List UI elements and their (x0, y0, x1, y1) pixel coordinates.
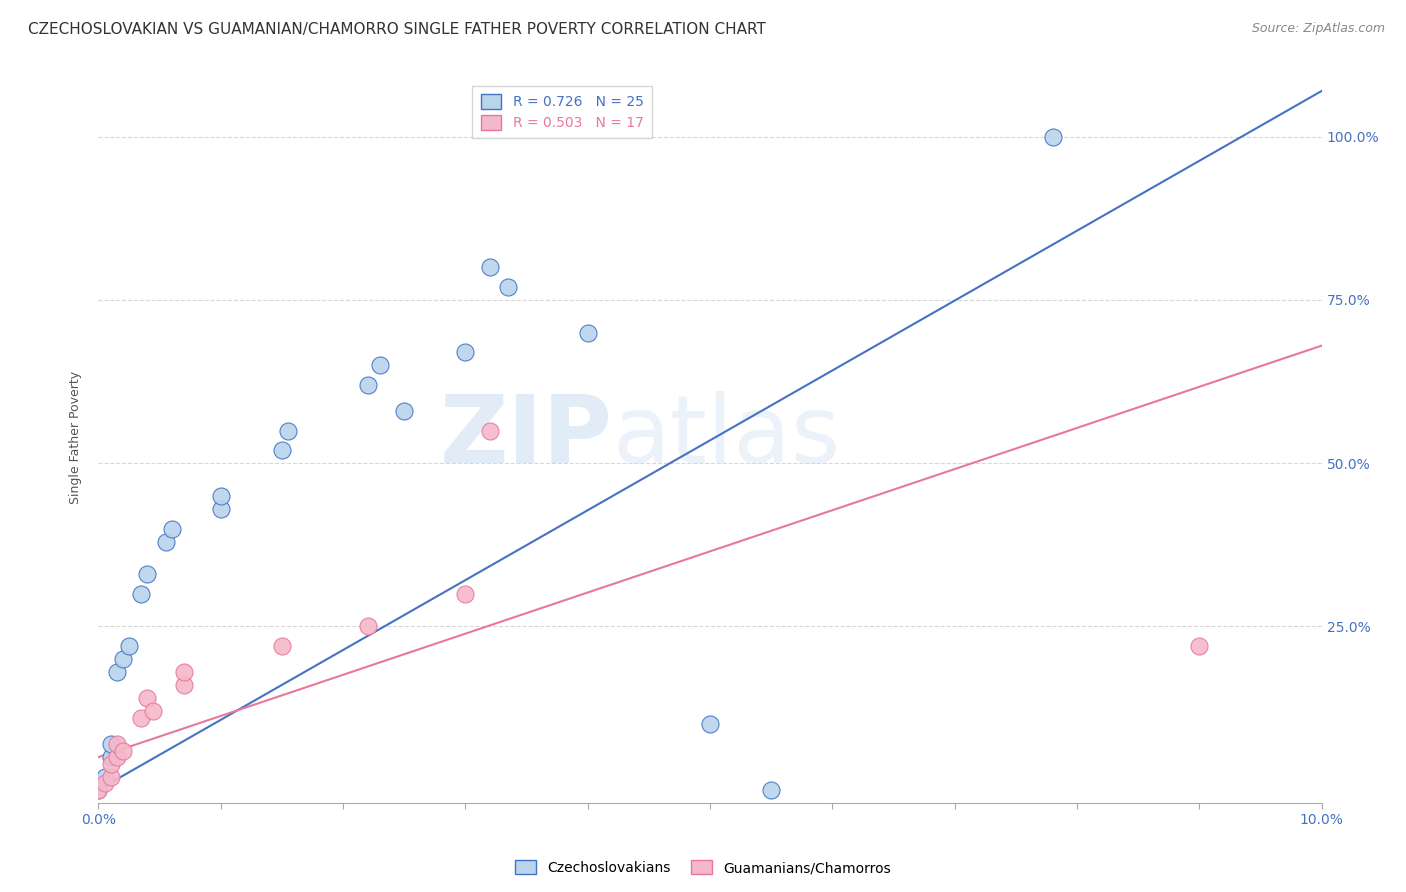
Point (105, 750, 128, 764)
Point (136, 567, 159, 582)
Point (111, 743, 134, 757)
Point (136, 691, 159, 706)
Legend: R = 0.726   N = 25, R = 0.503   N = 17: R = 0.726 N = 25, R = 0.503 N = 17 (472, 86, 652, 138)
Legend: Czechoslovakians, Guamanians/Chamorros: Czechoslovakians, Guamanians/Chamorros (509, 855, 897, 880)
Point (270, 639, 294, 653)
Text: ZIP: ZIP (439, 391, 612, 483)
Point (576, 326, 599, 340)
Point (93, 770, 115, 784)
Point (699, 717, 721, 731)
Point (478, 260, 501, 275)
Point (160, 521, 183, 535)
Point (368, 358, 391, 372)
Point (173, 665, 195, 680)
Point (100, 750, 122, 764)
Point (105, 737, 128, 751)
Point (173, 678, 195, 692)
Point (93, 776, 115, 790)
Point (392, 404, 416, 418)
Point (155, 534, 177, 549)
Point (1042, 129, 1064, 144)
Point (129, 711, 152, 725)
Point (454, 345, 477, 359)
Point (761, 782, 783, 797)
Point (209, 502, 232, 516)
Point (1188, 639, 1211, 653)
Text: CZECHOSLOVAKIAN VS GUAMANIAN/CHAMORRO SINGLE FATHER POVERTY CORRELATION CHART: CZECHOSLOVAKIAN VS GUAMANIAN/CHAMORRO SI… (28, 22, 766, 37)
Point (118, 639, 141, 653)
Point (111, 652, 134, 666)
Point (100, 756, 122, 771)
Y-axis label: Single Father Poverty: Single Father Poverty (69, 370, 83, 504)
Point (496, 280, 519, 294)
Point (454, 587, 477, 601)
Point (277, 424, 299, 438)
Text: Source: ZipAtlas.com: Source: ZipAtlas.com (1251, 22, 1385, 36)
Point (100, 770, 122, 784)
Point (87, 782, 110, 797)
Point (105, 665, 128, 680)
Point (100, 737, 122, 751)
Point (129, 587, 152, 601)
Point (87, 782, 110, 797)
Point (142, 705, 165, 719)
Point (209, 489, 232, 503)
Point (356, 619, 378, 633)
Point (478, 424, 501, 438)
Text: atlas: atlas (612, 391, 841, 483)
Point (356, 377, 378, 392)
Point (270, 443, 294, 458)
